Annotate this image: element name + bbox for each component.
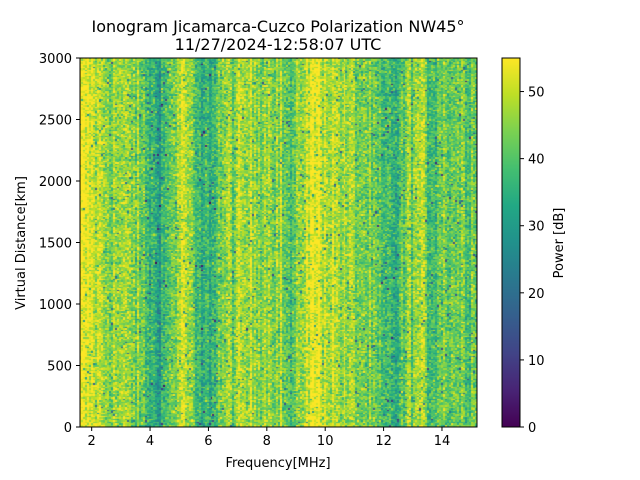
y-tick-label: 1500 [39,237,72,252]
y-axis-label: Virtual Distance[km] [14,176,29,310]
x-tick-label: 12 [375,434,392,449]
colorbar-tick-label: 10 [528,354,545,369]
x-axis-label: Frequency[MHz] [225,456,330,471]
colorbar-ticks: 0 10 20 30 40 50 [520,86,545,436]
y-tick-label: 2000 [39,175,72,190]
y-axis-ticks: 0 500 1000 1500 2000 2500 3000 [39,52,80,436]
chart-title-line2: 11/27/2024-12:58:07 UTC [175,35,382,54]
colorbar-tick-label: 30 [528,220,545,235]
x-tick-label: 14 [434,434,451,449]
colorbar-tick-label: 0 [528,421,536,436]
colorbar-tick-label: 50 [528,86,545,101]
heatmap-area [80,58,477,427]
x-tick-label: 10 [317,434,334,449]
colorbar-label: Power [dB] [552,208,567,279]
x-tick-label: 4 [146,434,154,449]
x-tick-label: 2 [88,434,96,449]
y-tick-label: 3000 [39,52,72,67]
chart-title-line1: Ionogram Jicamarca-Cuzco Polarization NW… [91,17,464,36]
x-tick-label: 8 [263,434,271,449]
x-axis-ticks: 2 4 6 8 10 12 14 [88,427,451,449]
colorbar-tick-label: 20 [528,287,545,302]
y-tick-label: 1000 [39,298,72,313]
y-tick-label: 2500 [39,114,72,129]
y-tick-label: 500 [47,360,72,375]
y-tick-label: 0 [64,421,72,436]
x-tick-label: 6 [204,434,212,449]
colorbar-tick-label: 40 [528,153,545,168]
colorbar [501,57,521,428]
